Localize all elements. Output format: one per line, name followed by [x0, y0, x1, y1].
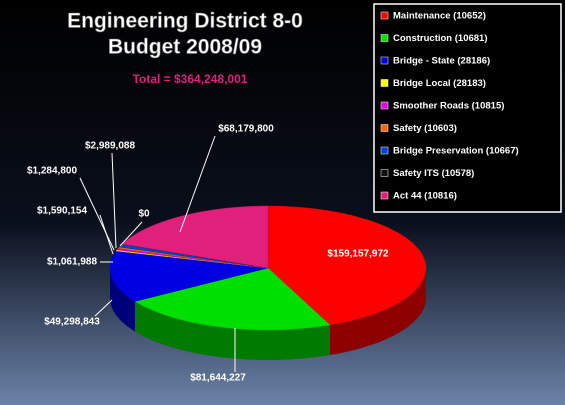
data-label: $159,157,972	[327, 249, 389, 260]
leader-line	[179, 135, 216, 233]
data-label: $1,590,154	[37, 206, 87, 217]
legend-swatch	[380, 101, 389, 110]
data-label: $2,989,088	[85, 141, 135, 152]
legend-label: Bridge - State (28186)	[393, 56, 490, 67]
legend-swatch	[380, 11, 389, 20]
data-label: $1,284,800	[27, 166, 77, 177]
data-label: $1,061,988	[47, 257, 97, 268]
total-annotation: Total = $364,248,001	[133, 72, 248, 86]
slice	[267, 205, 427, 326]
legend-label: Safety (10603)	[393, 123, 457, 134]
leader-line	[79, 177, 115, 251]
legend-label: Bridge Local (28183)	[393, 78, 486, 89]
legend-swatch	[380, 34, 389, 42]
data-label: $68,179,800	[218, 124, 274, 135]
data-label: $81,644,227	[190, 373, 246, 384]
slice	[134, 267, 331, 331]
legend-label: Construction (10681)	[393, 33, 488, 44]
legend-swatch	[380, 146, 389, 155]
chart-title: Engineering District 8-0	[67, 10, 303, 33]
legend-label: Smoother Roads (10815)	[393, 101, 504, 112]
legend-swatch	[380, 56, 389, 65]
legend-label: Maintenance (10652)	[393, 11, 486, 22]
leader-line	[111, 152, 117, 249]
chart-subtitle: Budget 2008/09	[108, 36, 262, 59]
legend-label: Bridge Preservation (10667)	[393, 146, 519, 157]
legend-swatch	[380, 79, 389, 87]
slice-side	[134, 301, 331, 360]
data-label: $49,298,843	[44, 317, 100, 328]
leader-line	[119, 221, 143, 247]
legend-swatch	[380, 169, 389, 177]
slice-side	[110, 268, 135, 332]
data-label: $0	[138, 209, 150, 220]
legend-label: Safety ITS (10578)	[393, 168, 474, 179]
leader-line	[94, 299, 113, 317]
slice-side	[330, 268, 426, 356]
legend-label: Act 44 (10816)	[393, 191, 457, 202]
legend-swatch	[380, 124, 389, 132]
legend-box	[373, 3, 562, 213]
slice	[121, 205, 269, 269]
legend-swatch	[380, 191, 389, 200]
